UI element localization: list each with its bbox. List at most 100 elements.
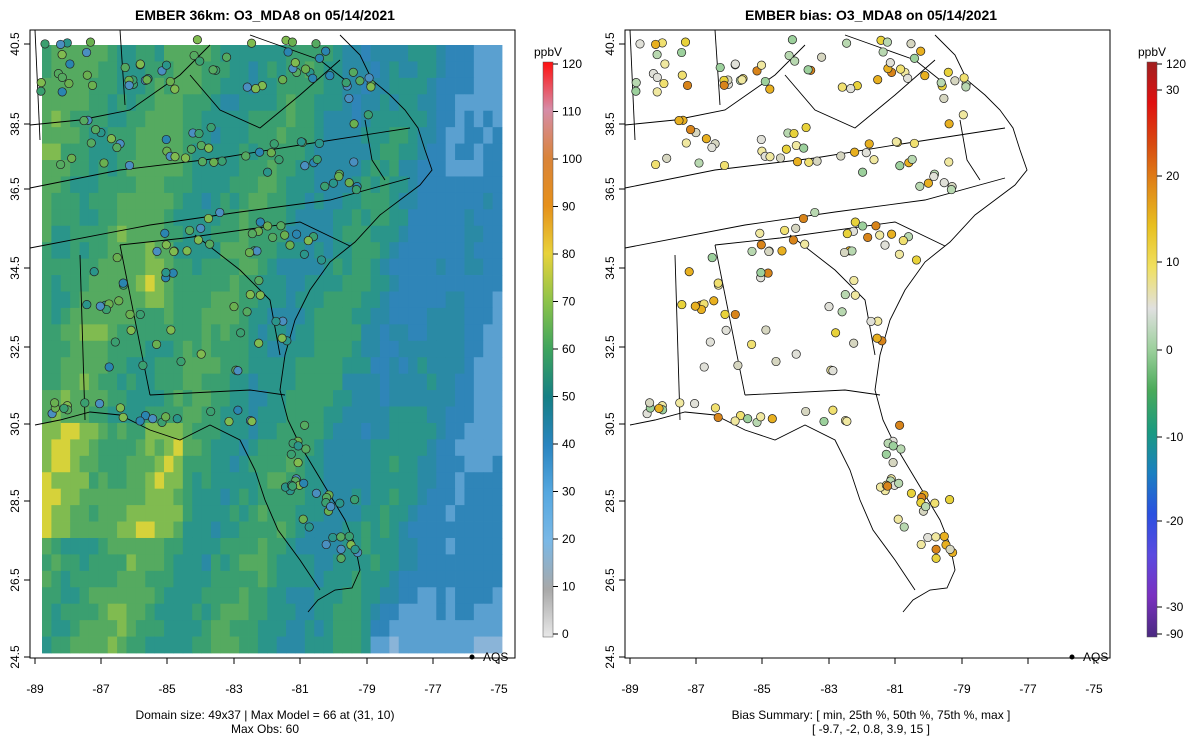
station-marker bbox=[194, 128, 204, 139]
bias-station-marker bbox=[828, 405, 838, 415]
grid-cell bbox=[154, 505, 165, 522]
grid-cell bbox=[361, 439, 371, 457]
grid-cell bbox=[51, 192, 62, 210]
grid-cell bbox=[267, 127, 278, 144]
grid-cell bbox=[220, 505, 231, 522]
grid-cell bbox=[426, 61, 437, 79]
bias-station-marker bbox=[893, 514, 903, 524]
bias-station-marker bbox=[730, 59, 740, 69]
grid-cell bbox=[408, 192, 418, 210]
grid-cell bbox=[220, 422, 231, 440]
aqs-legend-label: AQS bbox=[1083, 650, 1108, 664]
grid-cell bbox=[483, 45, 494, 62]
grid-cell bbox=[173, 209, 184, 227]
colorbar-tick-label: 70 bbox=[562, 295, 576, 309]
station-marker bbox=[276, 221, 286, 231]
grid-cell bbox=[192, 225, 202, 243]
grid-cell bbox=[408, 110, 418, 128]
bias-station-marker bbox=[767, 414, 777, 424]
bias-station-marker bbox=[713, 412, 723, 422]
station-marker bbox=[148, 414, 158, 424]
grid-cell bbox=[333, 373, 343, 391]
grid-cell bbox=[492, 242, 503, 260]
grid-cell bbox=[201, 505, 212, 522]
grid-cell bbox=[210, 390, 221, 407]
grid-cell bbox=[370, 209, 381, 227]
grid-cell bbox=[145, 505, 156, 522]
grid-cell bbox=[229, 143, 240, 161]
grid-cell bbox=[51, 521, 62, 539]
grid-cell bbox=[70, 406, 80, 424]
bias-station-marker bbox=[895, 161, 905, 171]
grid-cell bbox=[314, 242, 325, 260]
grid-cell bbox=[201, 472, 212, 490]
grid-cell bbox=[464, 160, 475, 177]
grid-cell bbox=[267, 554, 278, 572]
grid-cell bbox=[201, 77, 212, 95]
grid-cell bbox=[79, 603, 90, 621]
grid-cell bbox=[60, 192, 71, 210]
grid-cell bbox=[389, 110, 400, 128]
grid-cell bbox=[483, 94, 494, 112]
grid-cell bbox=[342, 209, 353, 227]
grid-cell bbox=[464, 61, 475, 79]
grid-cell bbox=[473, 357, 484, 375]
grid-cell bbox=[361, 291, 371, 309]
grid-cell bbox=[126, 636, 137, 654]
grid-cell bbox=[88, 422, 99, 440]
bias-station-marker bbox=[903, 73, 913, 83]
grid-cell bbox=[70, 636, 80, 654]
station-marker bbox=[205, 239, 215, 249]
grid-cell bbox=[154, 357, 165, 375]
grid-cell bbox=[295, 390, 306, 407]
grid-cell bbox=[154, 620, 165, 637]
grid-cell bbox=[361, 94, 371, 112]
grid-cell bbox=[239, 176, 249, 194]
grid-cell bbox=[276, 192, 287, 210]
grid-cell bbox=[333, 422, 343, 440]
grid-cell bbox=[445, 455, 456, 473]
grid-cell bbox=[351, 45, 362, 62]
grid-cell bbox=[173, 225, 184, 243]
grid-cell bbox=[42, 77, 52, 95]
grid-cell bbox=[426, 406, 437, 424]
grid-cell bbox=[51, 505, 62, 522]
colorbar-tick-label: 100 bbox=[562, 152, 582, 166]
grid-cell bbox=[173, 258, 184, 276]
grid-cell bbox=[351, 324, 362, 342]
grid-cell bbox=[483, 77, 494, 95]
grid-cell bbox=[145, 422, 156, 440]
grid-cell bbox=[473, 307, 484, 325]
grid-cell bbox=[88, 439, 99, 457]
grid-cell bbox=[182, 291, 193, 309]
station-marker bbox=[59, 403, 69, 413]
grid-cell bbox=[220, 636, 231, 654]
grid-cell bbox=[295, 357, 306, 375]
grid-cell bbox=[464, 636, 475, 654]
grid-cell bbox=[445, 587, 456, 605]
grid-cell bbox=[107, 636, 118, 654]
grid-cell bbox=[70, 373, 80, 391]
grid-cell bbox=[417, 258, 428, 276]
x-tick-label: -75 bbox=[490, 682, 508, 696]
grid-cell bbox=[295, 110, 306, 128]
grid-cell bbox=[286, 390, 296, 407]
border-line bbox=[34, 411, 321, 591]
station-marker bbox=[112, 253, 122, 263]
grid-cell bbox=[192, 406, 202, 424]
grid-cell bbox=[408, 45, 418, 62]
bias-station-marker bbox=[777, 246, 787, 256]
station-marker bbox=[215, 207, 225, 218]
grid-cell bbox=[239, 209, 249, 227]
grid-cell bbox=[398, 160, 409, 177]
colorbar-tick-label: 90 bbox=[562, 200, 576, 214]
grid-cell bbox=[351, 620, 362, 637]
grid-cell bbox=[248, 110, 259, 128]
grid-cell bbox=[323, 291, 334, 309]
grid-cell bbox=[483, 472, 494, 490]
grid-cell bbox=[239, 291, 249, 309]
bias-station-marker bbox=[801, 406, 811, 417]
grid-cell bbox=[333, 340, 343, 358]
grid-cell bbox=[333, 636, 343, 654]
